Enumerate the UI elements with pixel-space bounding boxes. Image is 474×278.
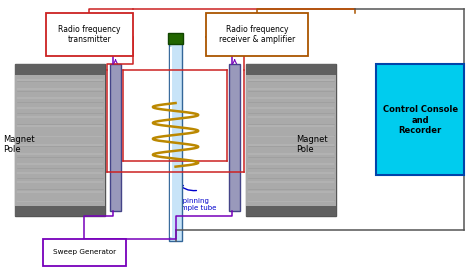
Bar — [206, 13, 308, 56]
Bar — [15, 64, 105, 217]
Bar — [169, 42, 182, 241]
Bar — [46, 13, 133, 56]
Bar — [168, 33, 183, 44]
Bar — [376, 64, 464, 175]
Text: spinning
sample tube: spinning sample tube — [173, 198, 216, 212]
Text: Sweep
Coils: Sweep Coils — [223, 44, 246, 57]
Bar — [246, 64, 336, 217]
Bar — [246, 206, 336, 217]
Text: Control Console
and
Recorder: Control Console and Recorder — [383, 105, 458, 135]
Text: Magnet
Pole: Magnet Pole — [296, 135, 328, 154]
Bar — [43, 239, 126, 266]
Bar — [229, 64, 240, 211]
Bar — [246, 64, 336, 75]
Bar — [15, 64, 105, 75]
Text: Radio frequency
receiver & amplifier: Radio frequency receiver & amplifier — [219, 25, 295, 44]
Text: Sweep Generator: Sweep Generator — [53, 249, 116, 255]
Bar — [246, 75, 336, 206]
Text: Magnet
Pole: Magnet Pole — [3, 135, 35, 154]
Bar — [110, 64, 121, 211]
Bar — [15, 206, 105, 217]
Bar — [15, 75, 105, 206]
Text: Sweep
Coils: Sweep Coils — [104, 44, 127, 57]
Text: Radio frequency
transmitter: Radio frequency transmitter — [58, 25, 120, 44]
